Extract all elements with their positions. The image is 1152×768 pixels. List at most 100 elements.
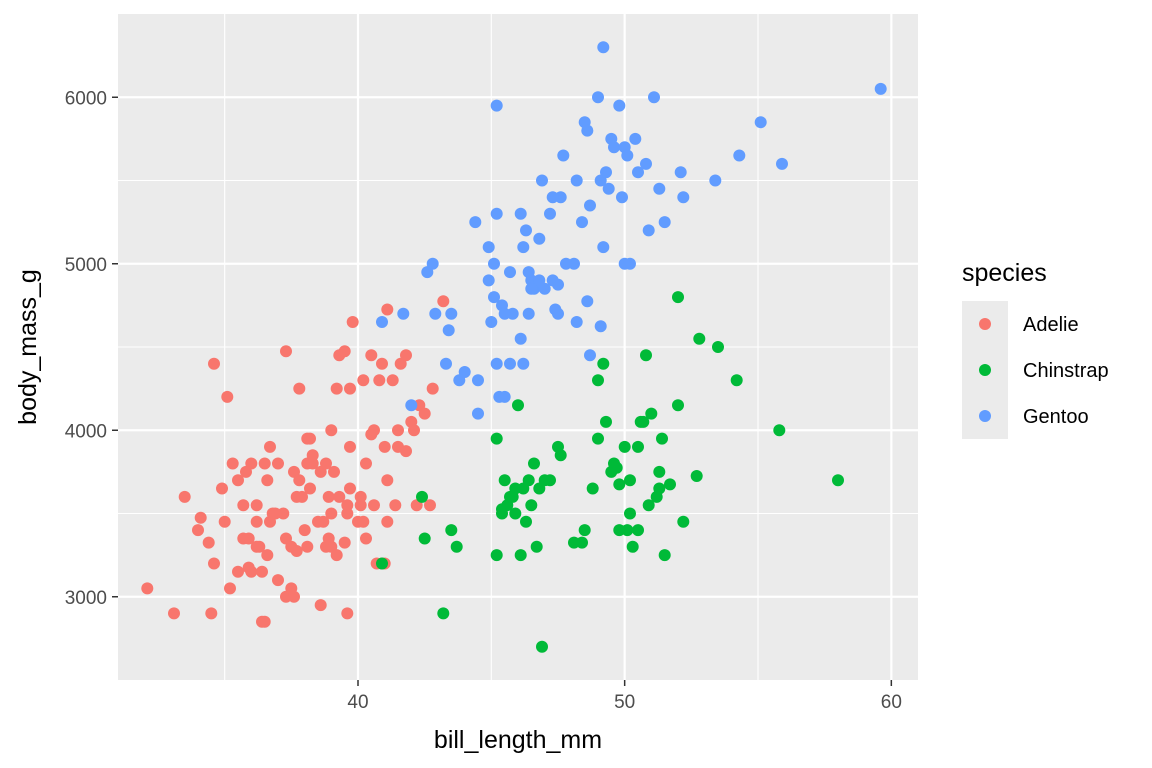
point-gentoo: [602, 182, 615, 195]
point-chinstrap: [536, 640, 548, 653]
point-chinstrap: [672, 291, 684, 304]
point-adelie: [192, 524, 204, 537]
point-adelie: [325, 507, 338, 520]
point-gentoo: [584, 199, 596, 212]
point-chinstrap: [664, 478, 676, 491]
legend-key-adelie: [979, 318, 991, 330]
point-chinstrap: [376, 557, 388, 570]
point-gentoo: [560, 257, 572, 270]
point-chinstrap: [514, 549, 527, 562]
point-adelie: [330, 382, 343, 395]
point-adelie: [272, 457, 284, 470]
point-chinstrap: [677, 515, 690, 528]
point-adelie: [344, 440, 356, 453]
point-adelie: [301, 540, 314, 553]
point-chinstrap: [832, 474, 844, 487]
point-adelie: [312, 515, 324, 528]
point-gentoo: [490, 207, 503, 220]
point-chinstrap: [773, 424, 786, 437]
point-adelie: [208, 557, 220, 570]
point-adelie: [290, 545, 303, 557]
point-adelie: [325, 424, 338, 437]
y-tick-label: 6000: [65, 88, 107, 109]
point-adelie: [218, 515, 231, 528]
point-gentoo: [472, 374, 484, 387]
point-chinstrap: [656, 432, 668, 445]
point-gentoo: [533, 232, 546, 245]
point-chinstrap: [613, 478, 626, 491]
point-chinstrap: [605, 465, 618, 478]
point-chinstrap: [690, 470, 703, 482]
point-gentoo: [709, 174, 722, 187]
point-chinstrap: [512, 399, 524, 412]
point-chinstrap: [624, 507, 636, 520]
point-adelie: [250, 515, 263, 528]
point-adelie: [344, 482, 356, 495]
point-gentoo: [600, 166, 612, 179]
point-adelie: [322, 490, 335, 503]
y-axis: 3000 4000 5000 6000: [65, 88, 118, 609]
point-adelie: [141, 582, 154, 595]
point-gentoo: [485, 316, 498, 328]
point-gentoo: [536, 174, 548, 187]
point-gentoo: [522, 307, 535, 320]
point-chinstrap: [624, 474, 636, 487]
point-chinstrap: [437, 607, 450, 620]
point-gentoo: [426, 257, 439, 270]
point-adelie: [437, 295, 450, 308]
point-chinstrap: [730, 374, 743, 387]
point-gentoo: [581, 295, 594, 308]
point-chinstrap: [416, 490, 428, 503]
point-chinstrap: [632, 440, 644, 453]
point-adelie: [426, 382, 439, 395]
point-adelie: [250, 499, 263, 512]
point-gentoo: [597, 241, 610, 254]
point-adelie: [256, 565, 268, 578]
point-gentoo: [482, 274, 495, 287]
point-gentoo: [653, 182, 666, 195]
point-chinstrap: [645, 407, 658, 420]
point-chinstrap: [544, 474, 556, 487]
point-chinstrap: [586, 482, 599, 495]
point-adelie: [242, 532, 255, 545]
point-gentoo: [525, 282, 538, 295]
point-adelie: [261, 474, 274, 487]
point-adelie: [280, 345, 292, 358]
point-gentoo: [642, 224, 655, 237]
point-gentoo: [514, 332, 527, 345]
point-chinstrap: [506, 490, 519, 503]
point-chinstrap: [693, 332, 706, 345]
point-adelie: [400, 445, 412, 458]
point-gentoo: [576, 216, 588, 229]
point-chinstrap: [578, 524, 591, 537]
point-adelie: [381, 474, 394, 487]
point-adelie: [344, 382, 356, 395]
point-gentoo: [445, 307, 458, 320]
point-gentoo: [488, 291, 500, 304]
point-chinstrap: [554, 449, 567, 462]
point-adelie: [357, 374, 370, 387]
point-adelie: [208, 357, 220, 370]
legend-key-gentoo: [979, 410, 991, 422]
point-adelie: [288, 590, 300, 603]
point-gentoo: [533, 274, 546, 287]
point-gentoo: [674, 166, 687, 179]
point-adelie: [386, 374, 399, 387]
point-gentoo: [517, 357, 530, 370]
y-axis-title: body_mass_g: [14, 269, 42, 425]
point-gentoo: [405, 399, 418, 412]
point-gentoo: [616, 191, 628, 204]
point-adelie: [333, 349, 346, 362]
point-gentoo: [517, 241, 530, 254]
point-adelie: [194, 511, 207, 524]
point-adelie: [333, 490, 346, 503]
point-gentoo: [557, 149, 570, 162]
point-adelie: [330, 549, 343, 562]
point-adelie: [306, 449, 319, 462]
legend: species Adelie Chinstrap Gentoo: [962, 259, 1109, 439]
x-tick-label: 60: [881, 692, 902, 713]
point-gentoo: [504, 357, 516, 370]
point-gentoo: [613, 99, 626, 112]
point-gentoo: [440, 357, 452, 370]
